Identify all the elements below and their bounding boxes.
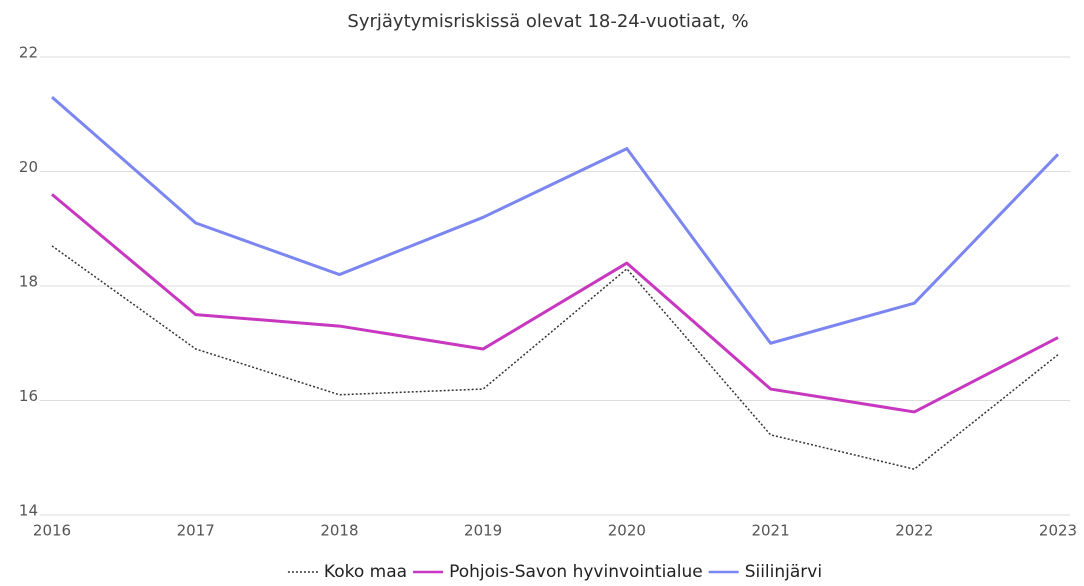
legend-label: Koko maa	[324, 562, 407, 582]
y-tick-label: 18	[19, 273, 38, 291]
x-tick-label: 2022	[895, 522, 933, 540]
y-tick-label: 14	[19, 502, 38, 520]
chart-title: Syrjäytymisriskissä olevat 18-24-vuotiaa…	[347, 11, 748, 32]
x-tick-label: 2021	[751, 522, 789, 540]
series-line	[51, 193, 1059, 414]
series-line	[51, 245, 1059, 470]
y-tick-label: 16	[19, 387, 38, 405]
legend-label: Siilinjärvi	[745, 562, 822, 582]
x-tick-label: 2023	[1039, 522, 1077, 540]
y-tick-label: 22	[19, 44, 38, 62]
x-tick-label: 2017	[177, 522, 215, 540]
series-line	[51, 95, 1060, 345]
x-tick-label: 2018	[320, 522, 358, 540]
legend-label: Pohjois-Savon hyvinvointialue	[449, 562, 703, 582]
y-tick-label: 20	[19, 158, 38, 176]
x-tick-label: 2019	[464, 522, 502, 540]
x-tick-label: 2016	[33, 522, 71, 540]
x-tick-label: 2020	[608, 522, 646, 540]
